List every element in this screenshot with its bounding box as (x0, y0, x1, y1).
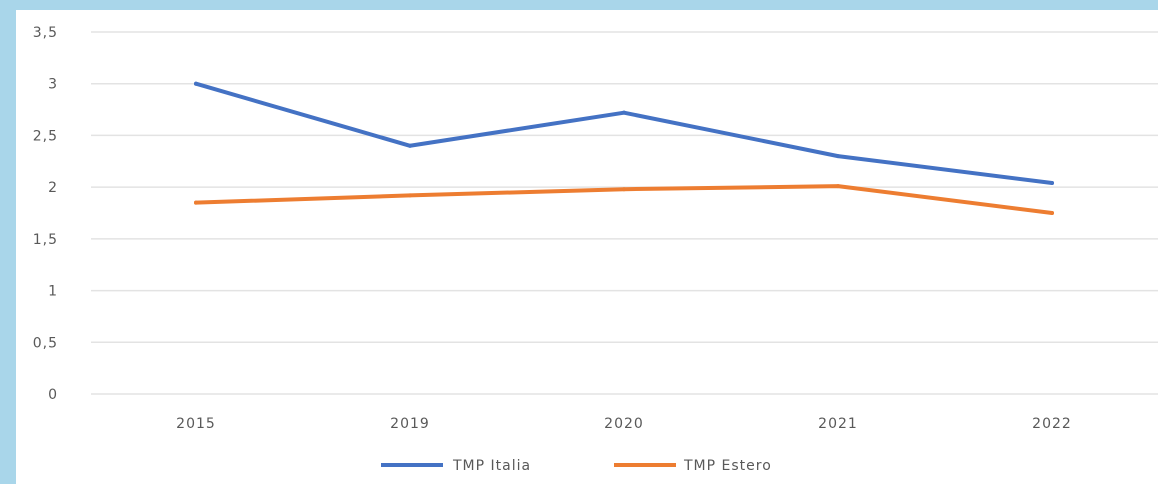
chart-frame: 0 0,5 1 1,5 2 2,5 3 3,5 2015 2019 2020 2021 2022 TM… (16, 10, 1158, 484)
x-tick-label: 2021 (818, 416, 858, 432)
data-point (1050, 181, 1054, 186)
data-point (194, 200, 198, 205)
y-axis-ticks: 0 0,5 1 1,5 2 2,5 3 3,5 (33, 25, 58, 403)
y-tick-label: 2 (48, 180, 58, 196)
x-tick-label: 2020 (604, 416, 644, 432)
x-tick-label: 2022 (1032, 416, 1072, 432)
data-point (408, 193, 412, 198)
y-tick-label: 0,5 (33, 335, 58, 351)
series-lines (194, 81, 1054, 215)
x-tick-label: 2019 (390, 416, 430, 432)
y-tick-label: 1,5 (33, 232, 58, 248)
line-chart: 0 0,5 1 1,5 2 2,5 3 3,5 2015 2019 2020 2021 2022 TM… (33, 25, 1158, 474)
x-axis-ticks: 2015 2019 2020 2021 2022 (176, 416, 1072, 432)
data-point (622, 110, 626, 115)
series-line-tmp-italia (194, 81, 1054, 186)
x-tick-label: 2015 (176, 416, 216, 432)
data-point (194, 81, 198, 86)
data-point (836, 154, 840, 159)
y-tick-label: 2,5 (33, 128, 58, 144)
y-tick-label: 3 (48, 77, 58, 93)
data-point (622, 187, 626, 192)
gridlines (91, 31, 1158, 395)
y-tick-label: 3,5 (33, 25, 58, 41)
data-point (1050, 211, 1054, 215)
legend: TMP Italia TMP Estero (381, 458, 772, 474)
data-point (408, 143, 412, 148)
y-tick-label: 0 (48, 387, 58, 403)
legend-label: TMP Estero (683, 458, 772, 474)
data-point (836, 184, 840, 189)
legend-label: TMP Italia (452, 458, 531, 474)
y-tick-label: 1 (48, 284, 58, 300)
